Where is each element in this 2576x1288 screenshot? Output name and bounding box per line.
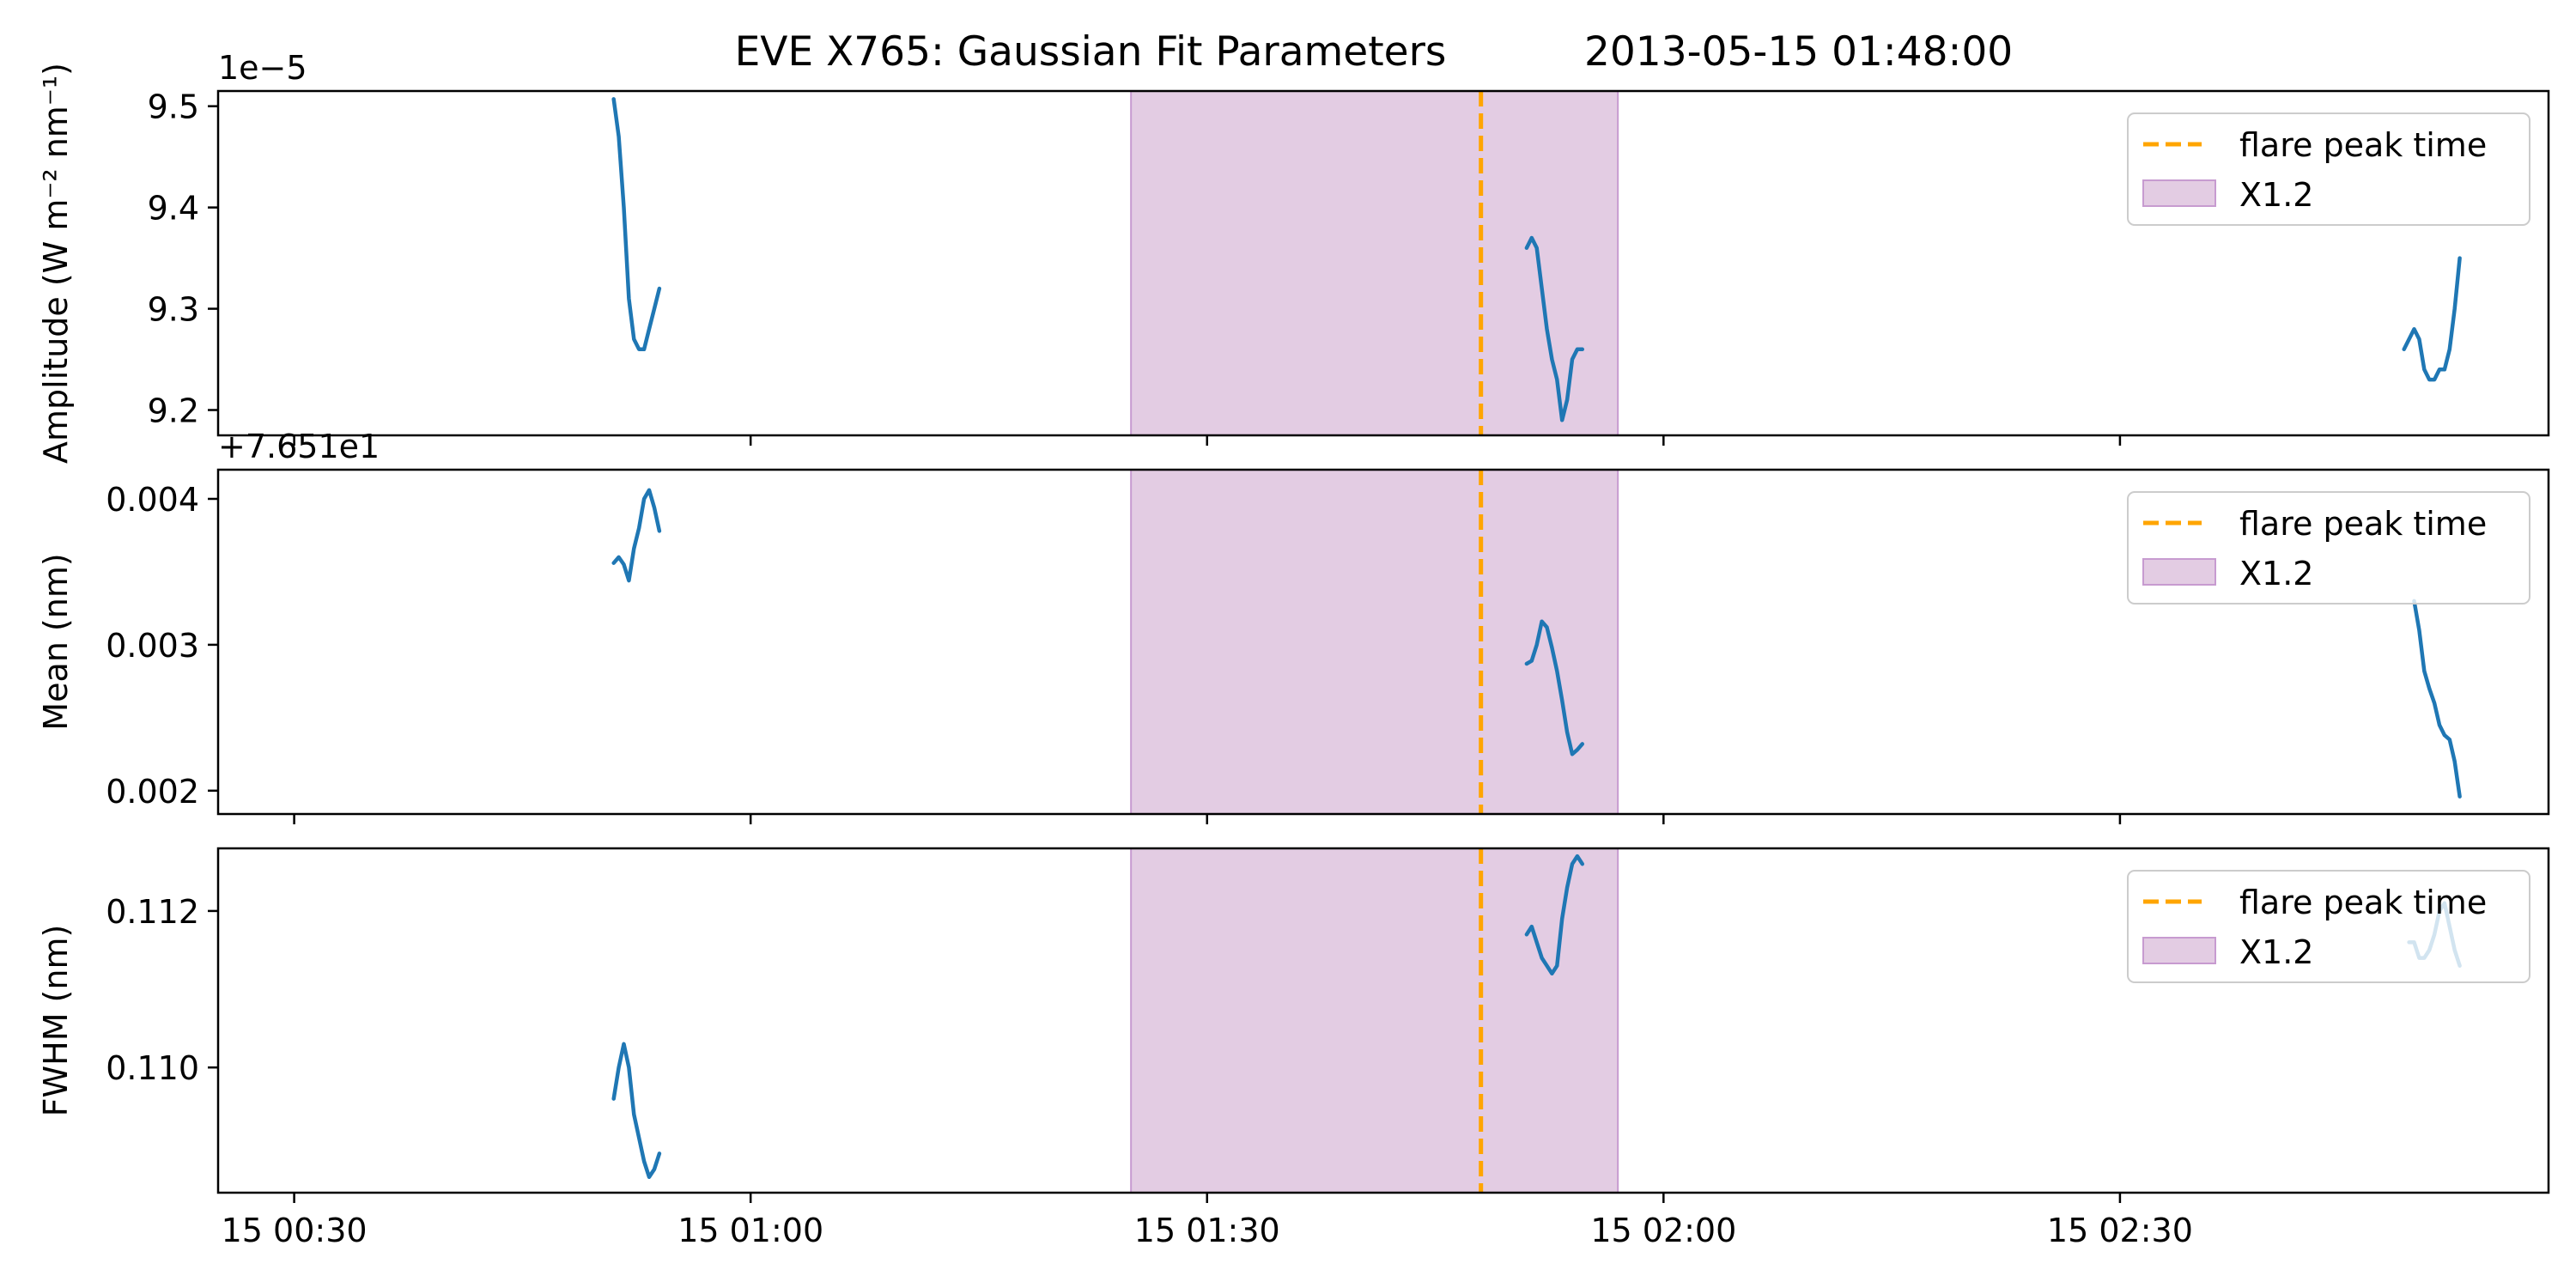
legend-box xyxy=(2127,491,2530,605)
panel-2: 0.002 0.003 0.004 +7.651e1 Mean (nm) flare pe… xyxy=(37,428,2550,824)
legend-flare-peak-label: flare peak time xyxy=(2239,505,2487,543)
y-tick-label: 0.004 xyxy=(106,481,199,519)
legend: flare peak time X1.2 xyxy=(2127,112,2530,226)
flare-band xyxy=(1130,90,1619,436)
x-tick-label: 15 02:30 xyxy=(2047,1212,2193,1249)
y-axis-label: FWHM (nm) xyxy=(37,925,75,1117)
y-tick-label: 9.4 xyxy=(148,190,199,228)
series-line-segment-2 xyxy=(1524,854,1585,976)
legend-flare-peak-label: flare peak time xyxy=(2239,126,2487,164)
x-tick-label: 15 01:00 xyxy=(677,1212,823,1249)
y-axis-label: Amplitude (W m⁻² nm⁻¹) xyxy=(37,63,75,464)
series-line-segment-2 xyxy=(1524,235,1585,422)
y-tick-label: 0.112 xyxy=(106,893,199,931)
legend: flare peak time X1.2 xyxy=(2127,870,2530,983)
panels: 9.2 9.3 9.4 9.5 1e−5 Amplitude (W m⁻² nm⁻¹) fl… xyxy=(37,49,2550,1249)
legend-band-swatch xyxy=(2142,179,2216,207)
axes-frame xyxy=(216,847,2550,1194)
legend-band-label: X1.2 xyxy=(2239,176,2313,214)
x-tick-label: 15 02:00 xyxy=(1590,1212,1736,1249)
series-line-segment-3 xyxy=(2412,598,2462,799)
axes-frame xyxy=(216,89,2550,437)
flare-band xyxy=(1130,848,1619,1194)
x-tick-label: 15 00:30 xyxy=(222,1212,368,1249)
legend-box xyxy=(2127,870,2530,983)
legend: flare peak time X1.2 xyxy=(2127,491,2530,605)
y-axis-label: Mean (nm) xyxy=(37,553,75,730)
panel-3: 0.110 0.112 15 00:30 15 01:00 15 01:30 15 02:… xyxy=(37,847,2550,1249)
figure-timestamp: 2013-05-15 01:48:00 xyxy=(1584,28,2013,76)
y-tick-label: 9.3 xyxy=(148,291,199,329)
series-line-segment-2 xyxy=(1524,619,1585,756)
y-offset-label: 1e−5 xyxy=(218,49,307,87)
series-line-segment-1 xyxy=(611,488,662,583)
flare-band xyxy=(1130,469,1619,815)
y-tick-label: 9.2 xyxy=(148,392,199,430)
figure-title: EVE X765: Gaussian Fit Parameters xyxy=(735,28,1447,76)
legend-band-label: X1.2 xyxy=(2239,555,2313,592)
panel-1: 9.2 9.3 9.4 9.5 1e−5 Amplitude (W m⁻² nm⁻¹) fl… xyxy=(37,49,2550,464)
legend-flare-peak-label: flare peak time xyxy=(2239,884,2487,921)
legend-band-label: X1.2 xyxy=(2239,933,2313,971)
legend-band-swatch xyxy=(2142,937,2216,964)
y-tick-label: 0.110 xyxy=(106,1049,199,1087)
series-line-segment-1 xyxy=(611,97,662,352)
y-tick-label: 0.002 xyxy=(106,773,199,811)
y-offset-label: +7.651e1 xyxy=(218,428,380,465)
axes-frame xyxy=(216,468,2550,816)
y-tick-label: 0.003 xyxy=(106,627,199,665)
legend-band-swatch xyxy=(2142,558,2216,586)
y-tick-label: 9.5 xyxy=(148,88,199,126)
series-line-segment-1 xyxy=(611,1042,662,1180)
legend-box xyxy=(2127,112,2530,226)
x-tick-label: 15 01:30 xyxy=(1134,1212,1280,1249)
series-line-segment-3 xyxy=(2402,256,2462,382)
